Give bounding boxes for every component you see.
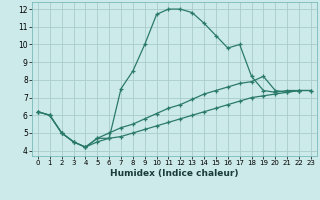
X-axis label: Humidex (Indice chaleur): Humidex (Indice chaleur): [110, 169, 239, 178]
